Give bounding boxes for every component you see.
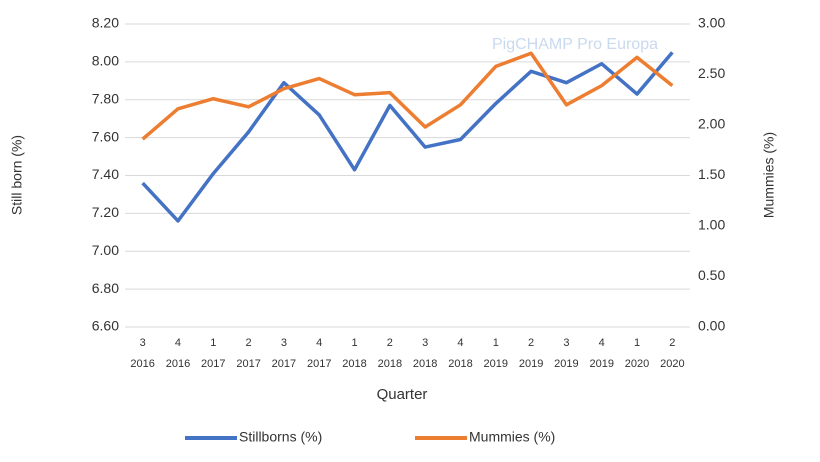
y-tick-label: 6.80 — [92, 280, 119, 296]
y-tick-label: 7.40 — [92, 166, 119, 182]
x-tick-label: 2 — [669, 337, 675, 349]
y-tick-label: 7.60 — [92, 128, 119, 144]
x-tick-label: 4 — [175, 337, 181, 349]
legend-label: Mummies (%) — [469, 429, 555, 445]
x-tick-label: 2 — [528, 337, 534, 349]
x-tick-label: 2 — [246, 337, 252, 349]
x-tick-label: 4 — [599, 337, 605, 349]
x-tick-label: 3 — [422, 337, 428, 349]
x-tick-label: 2019 — [589, 358, 613, 370]
x-tick-label: 2017 — [201, 358, 225, 370]
y-tick-label: 7.20 — [92, 204, 119, 220]
x-tick-label: 2017 — [236, 358, 260, 370]
x-tick-label: 1 — [210, 337, 216, 349]
y2-tick-label: 2.50 — [698, 65, 725, 81]
series-line — [141, 51, 674, 141]
x-axis-title: Quarter — [377, 386, 428, 403]
x-tick-label: 2017 — [307, 358, 331, 370]
x-tick-label: 2018 — [413, 358, 437, 370]
x-tick-label: 1 — [634, 337, 640, 349]
y2-tick-label: 3.00 — [698, 15, 725, 31]
x-tick-label: 2016 — [130, 358, 154, 370]
legend-label: Stillborns (%) — [239, 429, 322, 445]
x-tick-label: 2020 — [660, 358, 684, 370]
watermark: PigCHAMP Pro Europa — [492, 36, 658, 53]
y-tick-label: 7.80 — [92, 90, 119, 106]
x-tick-label: 3 — [281, 337, 287, 349]
x-tick-label: 2018 — [378, 358, 402, 370]
x-tick-label: 3 — [140, 337, 146, 349]
x-tick-label: 2019 — [554, 358, 578, 370]
y2-tick-label: 1.00 — [698, 217, 725, 233]
y-tick-label: 7.00 — [92, 242, 119, 258]
x-tick-label: 1 — [351, 337, 357, 349]
y-tick-label: 6.60 — [92, 318, 119, 334]
x-tick-label: 1 — [493, 337, 499, 349]
y-tick-label: 8.20 — [92, 15, 119, 31]
x-tick-label: 2018 — [342, 358, 366, 370]
y2-axis-title: Mummies (%) — [761, 132, 777, 218]
series-line — [141, 51, 674, 223]
y2-tick-label: 0.00 — [698, 318, 725, 334]
x-tick-label: 2 — [387, 337, 393, 349]
x-tick-label: 2018 — [448, 358, 472, 370]
y2-tick-label: 2.00 — [698, 116, 725, 132]
x-tick-label: 4 — [457, 337, 463, 349]
x-tick-label: 2019 — [519, 358, 543, 370]
x-tick-label: 2016 — [166, 358, 190, 370]
x-tick-label: 2019 — [484, 358, 508, 370]
y2-tick-label: 1.50 — [698, 166, 725, 182]
x-tick-label: 2017 — [272, 358, 296, 370]
y-tick-label: 8.00 — [92, 53, 119, 69]
y-axis-title: Still born (%) — [9, 135, 25, 215]
x-tick-label: 2020 — [625, 358, 649, 370]
y2-tick-label: 0.50 — [698, 267, 725, 283]
x-tick-label: 4 — [316, 337, 322, 349]
x-tick-label: 3 — [563, 337, 569, 349]
